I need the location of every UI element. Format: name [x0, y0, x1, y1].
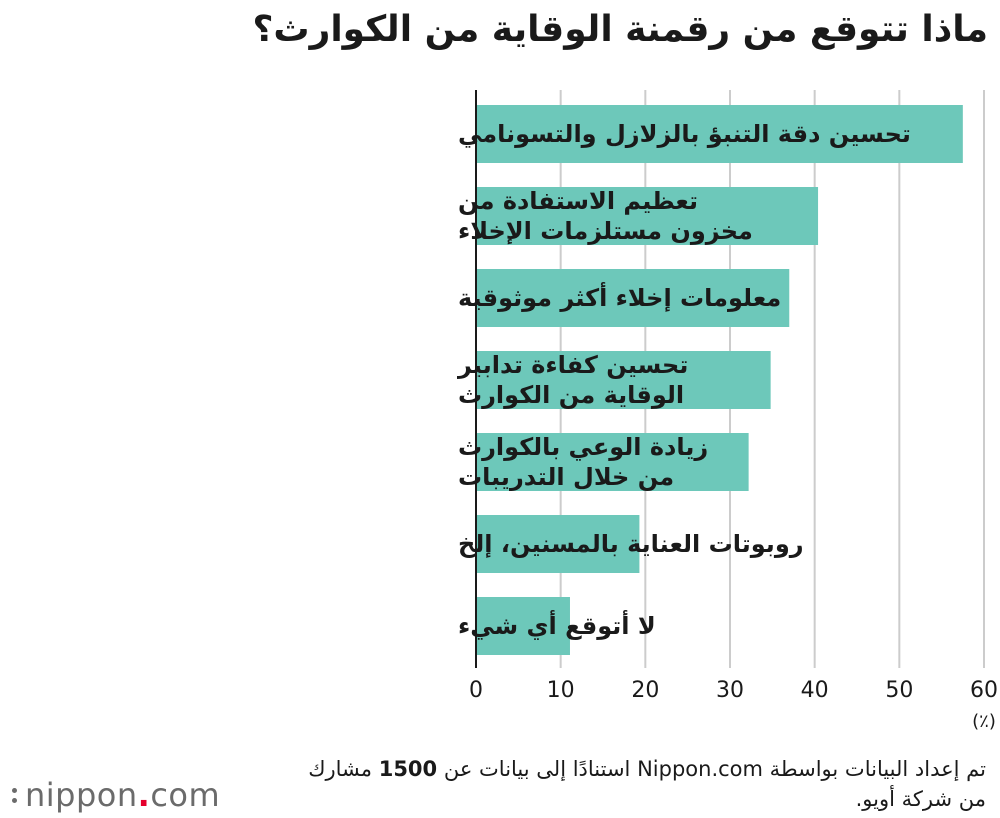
bar	[476, 597, 570, 655]
source-note-line1-pre: تم إعداد البيانات بواسطة Nippon.com استن…	[437, 757, 986, 781]
category-label-line: تحسين دقة التنبؤ بالزلازل والتسونامي	[458, 120, 911, 148]
logo-suffix: com	[150, 776, 221, 814]
category-labels: تحسين دقة التنبؤ بالزلازل والتسونامي تعظي…	[457, 120, 911, 640]
x-tick-label: 0	[469, 678, 483, 703]
x-tick-label: 40	[801, 678, 829, 703]
category-label: روبوتات العناية بالمسنين، إلخ	[458, 530, 804, 558]
category-label-line: من خلال التدريبات	[458, 463, 674, 491]
category-label-line: الوقاية من الكوارث	[458, 381, 684, 409]
bar	[476, 187, 819, 245]
category-label: زيادة الوعي بالكوارث من خلال التدريبات	[458, 433, 708, 491]
x-tick-label: 30	[716, 678, 744, 703]
category-label: معلومات إخلاء أكثر موثوقية	[458, 282, 781, 312]
logo-dot: .	[137, 776, 151, 814]
tick-labels: 0 10 20 30 40 50 60 (٪)	[469, 678, 998, 732]
bar	[476, 105, 963, 163]
source-note-line1-post: مشارك	[308, 757, 379, 781]
x-tick-label: 60	[970, 678, 998, 703]
category-label-line: زيادة الوعي بالكوارث	[458, 433, 708, 461]
nippon-logo: nippon. com	[12, 776, 220, 814]
category-label: لا أتوقع أي شيء	[458, 610, 656, 640]
bar	[476, 515, 640, 573]
category-label-line: تعظيم الاستفادة من	[458, 187, 698, 215]
bar	[476, 269, 790, 327]
logo-name: nippon	[25, 776, 138, 814]
category-label-line: مخزون مستلزمات الإخلاء	[458, 217, 753, 245]
category-label: تحسين دقة التنبؤ بالزلازل والتسونامي	[458, 120, 911, 148]
x-unit-label: (٪)	[972, 711, 996, 732]
x-tick-label: 50	[885, 678, 913, 703]
category-label: تحسين كفاءة تدابير الوقاية من الكوارث	[457, 351, 688, 409]
logo-dots-icon	[12, 787, 17, 803]
category-label-line: تحسين كفاءة تدابير	[457, 351, 688, 379]
chart-title: ماذا تتوقع من رقمنة الوقاية من الكوارث؟	[252, 9, 988, 50]
category-label-line: لا أتوقع أي شيء	[458, 610, 656, 640]
bar-chart: تحسين دقة التنبؤ بالزلازل والتسونامي تعظي…	[457, 90, 998, 732]
bars	[476, 105, 963, 655]
source-note-line2: من شركة أويو.	[855, 787, 986, 811]
x-tick-label: 20	[631, 678, 659, 703]
x-tick-label: 10	[547, 678, 575, 703]
source-note-count: 1500	[378, 757, 438, 781]
category-label-line: معلومات إخلاء أكثر موثوقية	[458, 282, 781, 312]
bar	[476, 433, 749, 491]
bar	[476, 351, 771, 409]
category-label: تعظيم الاستفادة من مخزون مستلزمات الإخلاء	[458, 187, 753, 245]
category-label-line: روبوتات العناية بالمسنين، إلخ	[458, 530, 804, 558]
source-note: تم إعداد البيانات بواسطة Nippon.com استن…	[226, 754, 986, 814]
